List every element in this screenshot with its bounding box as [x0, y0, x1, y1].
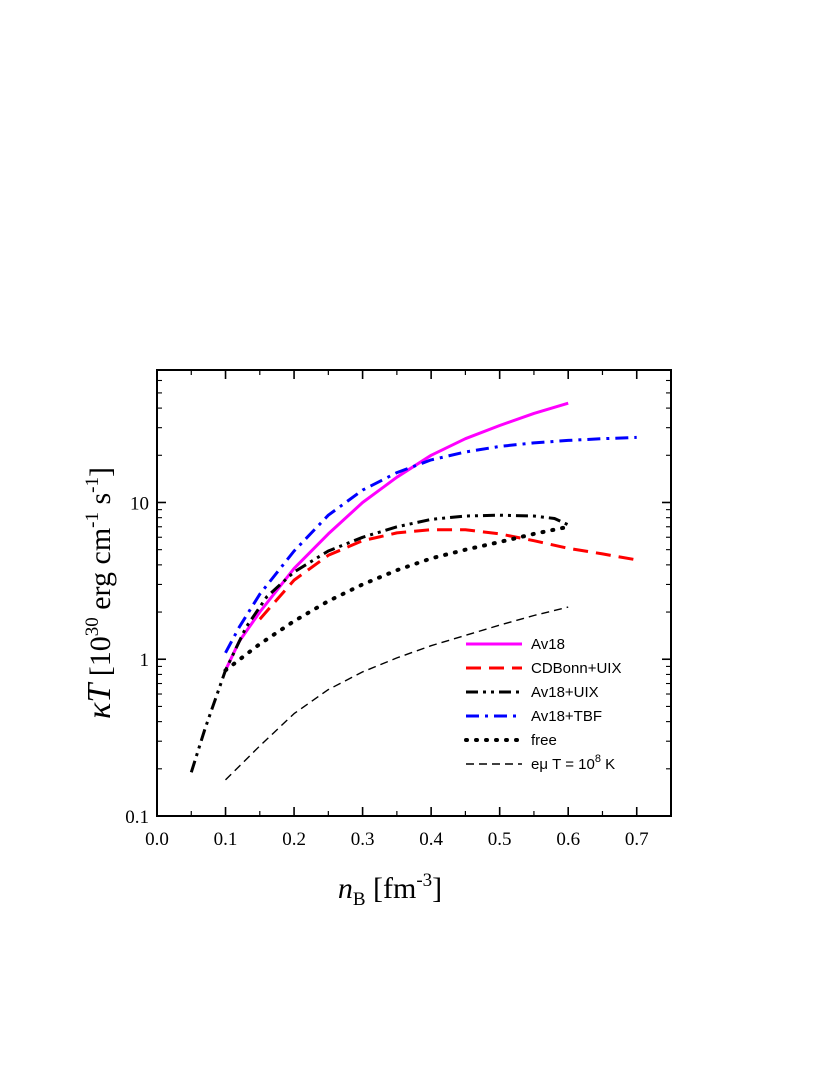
x-axis-title-unit-sup: -3 — [416, 870, 432, 891]
x-tick-label: 0.2 — [282, 829, 306, 850]
legend-label-0: Av18 — [531, 636, 565, 653]
x-tick-label: 0.3 — [351, 829, 375, 850]
x-axis-title-unit-close: ] — [432, 872, 442, 905]
series-line-3 — [224, 435, 637, 654]
y-axis-unit-text: ] — [84, 467, 117, 477]
x-tick-label: 0.6 — [556, 829, 580, 850]
legend-label-1: CDBonn+UIX — [531, 660, 621, 677]
y-axis-title: κT [1030 erg cm-1 s-1] — [81, 467, 118, 719]
y-axis-unit-text: erg cm — [84, 528, 117, 617]
y-axis-unit-sup: -1 — [82, 477, 103, 493]
legend-label-5: eμ T = 108 K — [531, 753, 615, 773]
series-layer — [189, 401, 637, 781]
x-tick-label: 0.4 — [419, 829, 443, 850]
x-tick-label: 0.0 — [145, 829, 169, 850]
y-tick-label: 0.1 — [125, 807, 149, 828]
x-axis-title-main: n — [338, 872, 353, 905]
series-line-0 — [224, 401, 569, 671]
y-axis-unit-text: s — [84, 493, 117, 512]
x-tick-label: 0.1 — [214, 829, 238, 850]
x-tick-label: 0.7 — [625, 829, 649, 850]
y-tick-label: 10 — [130, 493, 149, 514]
y-axis-unit-text: [10 — [84, 636, 117, 684]
x-axis-title: nB [fm-3] — [338, 870, 442, 910]
series-line-1 — [258, 528, 637, 621]
legend-label-3: Av18+TBF — [531, 708, 602, 725]
series-line-4 — [223, 524, 571, 673]
legend-label-4: free — [531, 732, 557, 749]
x-axis-title-sub: B — [353, 889, 366, 910]
series-line-5 — [225, 606, 569, 781]
y-axis-unit-sup: 30 — [82, 617, 103, 636]
y-axis-title-unit: [1030 erg cm-1 s-1] — [82, 467, 117, 684]
legend-label-2: Av18+UIX — [531, 684, 599, 701]
y-axis-unit-sup: -1 — [82, 512, 103, 528]
x-axis-title-unit: [fm — [366, 872, 417, 905]
plot-frame — [156, 369, 672, 817]
x-tick-label: 0.5 — [488, 829, 512, 850]
y-axis-title-main: κT — [81, 682, 118, 719]
series-line-2 — [189, 513, 569, 773]
legend-layer: Av18 CDBonn+UIX Av18+UIX Av18+TBF free eμ T =… — [464, 636, 621, 773]
y-tick-label: 1 — [140, 650, 150, 671]
